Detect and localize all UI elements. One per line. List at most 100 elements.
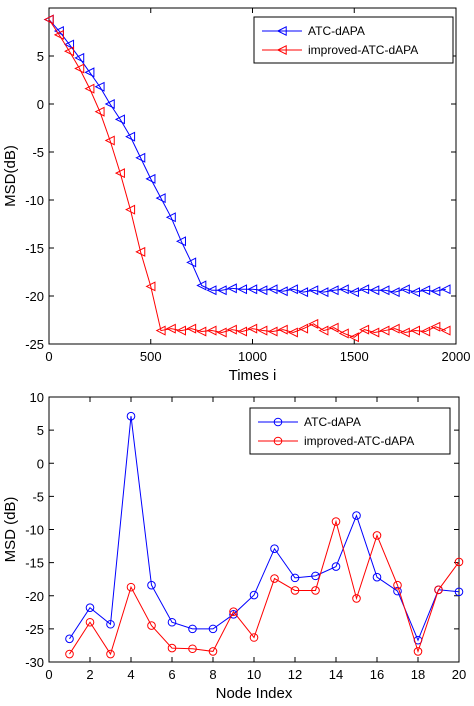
data-point bbox=[65, 649, 74, 659]
data-point bbox=[352, 511, 361, 520]
data-point bbox=[208, 624, 218, 634]
y-tick-label: -20 bbox=[25, 589, 44, 604]
data-point bbox=[270, 544, 279, 554]
chart-2: 0 2 4 6 8 10 12 14 16 18 20 -30 -25 -20 -15 -10 -5 0 5 10 No… bbox=[2, 390, 466, 702]
x-tick-label: 1000 bbox=[238, 349, 267, 364]
data-point bbox=[434, 585, 443, 595]
chart-1: 0 500 1000 1500 2000 -25 -20 -15 -10 -5 0 5 Times i M… bbox=[2, 7, 470, 384]
data-point bbox=[237, 284, 248, 295]
data-point bbox=[311, 571, 320, 581]
data-point bbox=[369, 327, 380, 338]
x-tick-label: 0 bbox=[45, 667, 52, 682]
series-line bbox=[48, 19, 447, 338]
legend: ATC-dAPA improved-ATC-dAPA bbox=[249, 407, 451, 455]
data-point bbox=[308, 318, 319, 329]
data-point bbox=[114, 114, 125, 125]
plot-area bbox=[48, 7, 457, 345]
data-point bbox=[147, 621, 156, 630]
legend-marker bbox=[276, 25, 287, 37]
data-point bbox=[338, 284, 349, 295]
data-point bbox=[165, 323, 176, 334]
data-point bbox=[114, 168, 125, 179]
data-point bbox=[126, 582, 136, 592]
data-point bbox=[290, 573, 300, 583]
legend-label: ATC-dAPA bbox=[304, 415, 361, 429]
data-point bbox=[74, 63, 85, 74]
x-tick-label: 20 bbox=[452, 667, 466, 682]
data-point bbox=[359, 324, 370, 335]
data-point bbox=[393, 580, 402, 590]
data-point bbox=[318, 287, 329, 298]
y-tick-label: 0 bbox=[37, 97, 44, 112]
x-tick-label: 16 bbox=[370, 667, 384, 682]
data-point bbox=[104, 98, 115, 110]
x-axis-label: Times i bbox=[229, 367, 277, 384]
y-tick-label: -5 bbox=[32, 489, 44, 504]
series-1-atc-dapa bbox=[43, 14, 451, 298]
data-point bbox=[420, 326, 431, 337]
data-point bbox=[206, 325, 217, 336]
data-point bbox=[125, 131, 136, 142]
y-tick-label: 5 bbox=[37, 49, 44, 64]
data-point bbox=[208, 647, 218, 656]
data-point bbox=[74, 52, 85, 63]
data-point bbox=[84, 67, 95, 78]
data-point bbox=[277, 286, 288, 297]
data-point bbox=[328, 285, 339, 296]
data-point bbox=[53, 29, 64, 40]
data-point bbox=[328, 322, 339, 333]
data-point bbox=[430, 286, 441, 297]
data-point bbox=[331, 517, 341, 526]
y-tick-label: -25 bbox=[25, 622, 44, 637]
data-point bbox=[247, 284, 258, 295]
y-tick-label: -10 bbox=[25, 193, 44, 208]
x-tick-label: 2 bbox=[86, 667, 93, 682]
data-point bbox=[226, 324, 237, 335]
data-point bbox=[454, 587, 464, 597]
data-point bbox=[379, 285, 390, 296]
data-point bbox=[270, 574, 279, 583]
data-point bbox=[186, 257, 197, 268]
data-point bbox=[155, 325, 166, 336]
data-point bbox=[106, 649, 115, 659]
data-point bbox=[430, 321, 441, 332]
data-point bbox=[106, 619, 115, 629]
legend-box bbox=[253, 16, 454, 64]
data-point bbox=[267, 284, 278, 295]
data-point bbox=[145, 173, 156, 184]
data-point bbox=[64, 46, 75, 57]
data-point bbox=[135, 246, 146, 257]
data-point bbox=[196, 326, 207, 337]
data-point bbox=[94, 81, 105, 92]
data-point bbox=[147, 580, 156, 590]
y-tick-label: 0 bbox=[37, 456, 44, 471]
data-point bbox=[277, 324, 288, 335]
data-point bbox=[399, 284, 410, 295]
x-tick-label: 10 bbox=[247, 667, 261, 682]
x-tick-label: 12 bbox=[288, 667, 302, 682]
data-point bbox=[348, 332, 359, 343]
data-point bbox=[298, 323, 309, 334]
data-point bbox=[43, 14, 54, 25]
y-axis-label: MSD(dB) bbox=[2, 145, 19, 207]
data-point bbox=[257, 285, 268, 296]
y-tick-label: -15 bbox=[25, 241, 44, 256]
data-point bbox=[175, 236, 186, 247]
data-point bbox=[188, 644, 197, 654]
data-point bbox=[186, 323, 197, 334]
y-tick-label: -25 bbox=[25, 337, 44, 352]
data-point bbox=[165, 212, 176, 223]
y-axis-label: MSD (dB) bbox=[2, 497, 19, 563]
data-point bbox=[311, 586, 320, 595]
data-point bbox=[229, 610, 238, 619]
data-point bbox=[94, 106, 105, 117]
data-point bbox=[372, 572, 382, 582]
data-point bbox=[379, 325, 390, 336]
legend: ATC-dAPA improved-ATC-dAPA bbox=[253, 16, 454, 64]
data-point bbox=[65, 634, 74, 644]
data-point bbox=[126, 411, 136, 421]
y-tick-label: 10 bbox=[30, 390, 44, 405]
data-point bbox=[188, 624, 197, 634]
y-tick-label: -15 bbox=[25, 556, 44, 571]
data-point bbox=[348, 287, 359, 298]
